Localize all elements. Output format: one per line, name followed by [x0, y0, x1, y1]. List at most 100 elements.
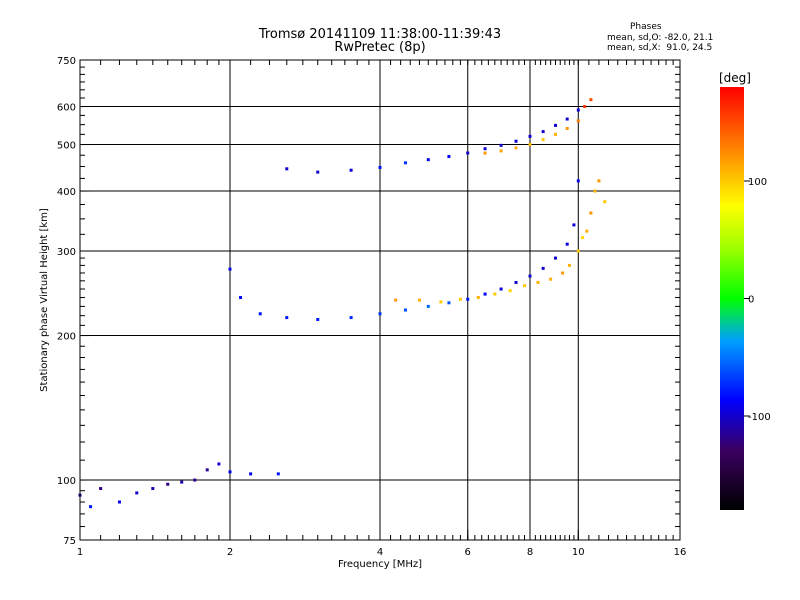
data-point — [589, 211, 593, 215]
colorbar-tick-label: 0 — [748, 295, 754, 306]
data-point — [528, 134, 532, 138]
x-tick-label: 6 — [465, 547, 471, 558]
x-axis-label: Frequency [MHz] — [338, 559, 422, 570]
data-point — [528, 143, 532, 147]
data-point — [447, 155, 451, 159]
data-point — [378, 312, 382, 316]
data-point — [316, 317, 320, 321]
data-point — [117, 500, 121, 504]
data-point — [576, 249, 580, 253]
phase-stats-x: mean, sd,X: 91.0, 24.5 — [607, 43, 713, 53]
data-point — [285, 316, 289, 320]
data-point — [493, 292, 497, 296]
data-point — [561, 271, 565, 275]
data-point — [565, 242, 569, 246]
data-point — [553, 123, 557, 127]
data-point — [316, 170, 320, 174]
data-point — [285, 167, 289, 171]
data-point — [581, 236, 585, 240]
data-point — [349, 316, 353, 320]
phases-heading: Phases — [630, 22, 662, 32]
data-point — [523, 284, 527, 288]
data-point — [476, 296, 480, 300]
colorbar-tick-label: -100 — [748, 412, 771, 423]
data-point — [276, 472, 280, 476]
y-tick-label: 75 — [63, 536, 76, 547]
data-point — [585, 229, 589, 233]
colorbar-ticks: 100 0 -100 — [744, 177, 771, 423]
data-point — [447, 301, 451, 305]
data-point — [228, 470, 232, 474]
data-point — [403, 161, 407, 165]
data-point — [458, 297, 462, 301]
colorbar-label: [deg] — [719, 71, 751, 85]
data-point — [565, 126, 569, 130]
data-point — [394, 298, 398, 302]
data-point — [439, 300, 443, 304]
y-tick-label: 600 — [57, 103, 76, 114]
data-point — [239, 296, 243, 300]
data-point — [180, 480, 184, 484]
grid-layer — [80, 60, 680, 540]
data-point — [499, 287, 503, 291]
data-point — [426, 304, 430, 308]
data-point — [403, 308, 407, 312]
data-point — [597, 179, 601, 183]
data-point — [593, 189, 597, 193]
data-point — [499, 143, 503, 147]
data-point — [466, 151, 470, 155]
data-point — [89, 505, 93, 509]
data-point — [151, 487, 155, 491]
data-point — [603, 200, 607, 204]
data-point — [541, 266, 545, 270]
chart-subtitle: RwPretec (8p) — [334, 40, 426, 55]
data-point — [166, 482, 170, 486]
y-tick-label: 500 — [57, 141, 76, 152]
data-point — [349, 168, 353, 172]
data-points — [78, 98, 607, 509]
y-axis-label: Stationary phase Virtual Height [km] — [39, 208, 50, 392]
data-point — [553, 256, 557, 260]
phase-stats-o: mean, sd,O: -82.0, 21.1 — [607, 33, 714, 43]
data-point — [572, 223, 576, 227]
y-tick-label: 100 — [57, 476, 76, 487]
data-point — [508, 289, 512, 293]
data-point — [378, 165, 382, 169]
data-point — [483, 292, 487, 296]
data-point — [589, 98, 593, 102]
data-point — [514, 146, 518, 150]
data-point — [576, 179, 580, 183]
data-point — [528, 274, 532, 278]
data-point — [583, 105, 587, 109]
data-point — [99, 487, 103, 491]
data-point — [417, 298, 421, 302]
x-tick-label: 1 — [77, 547, 83, 558]
data-point — [565, 117, 569, 121]
data-point — [541, 130, 545, 134]
data-point — [426, 158, 430, 162]
data-point — [576, 119, 580, 123]
data-point — [541, 138, 545, 142]
data-point — [205, 468, 209, 472]
data-point — [483, 151, 487, 155]
data-point — [249, 472, 253, 476]
x-tick-label: 8 — [527, 547, 533, 558]
data-point — [228, 267, 232, 271]
data-point — [499, 149, 503, 153]
chart-title: Tromsø 20141109 11:38:00-11:39:43 — [258, 27, 502, 42]
data-point — [549, 277, 553, 281]
data-point — [483, 147, 487, 151]
axis-tick-labels: 1 2 4 6 8 10 16 75 100 200 300 400 500 600 750 — [57, 56, 686, 558]
x-tick-label: 16 — [674, 547, 687, 558]
data-point — [536, 280, 540, 284]
data-point — [514, 139, 518, 143]
data-point — [466, 297, 470, 301]
x-tick-label: 10 — [572, 547, 585, 558]
data-point — [514, 280, 518, 284]
y-tick-label: 400 — [57, 187, 76, 198]
x-tick-label: 2 — [227, 547, 233, 558]
data-point — [567, 263, 571, 267]
x-tick-label: 4 — [377, 547, 383, 558]
colorbar — [720, 87, 744, 510]
